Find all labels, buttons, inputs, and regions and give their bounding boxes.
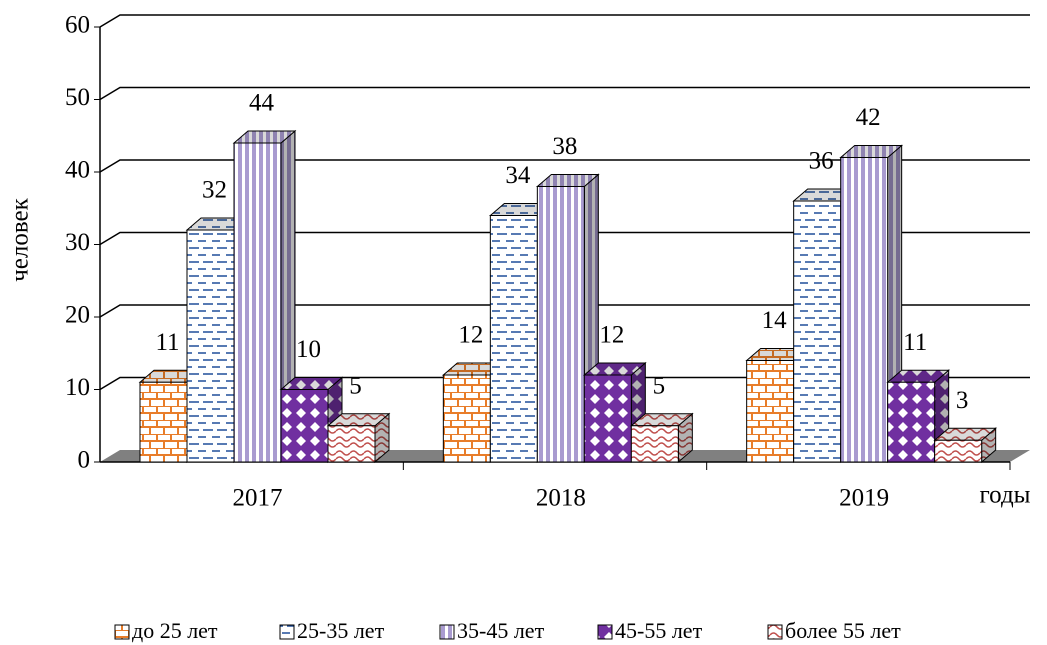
bar — [186, 229, 235, 463]
legend-swatch — [114, 624, 130, 640]
value-label: 10 — [296, 336, 321, 363]
bar — [630, 425, 679, 463]
bar — [233, 142, 282, 463]
grid-line — [99, 14, 1030, 28]
bar-side-shade — [375, 413, 389, 462]
value-label: 14 — [762, 307, 788, 334]
legend-label: 35-45 лет — [457, 618, 545, 643]
y-tick-label: 20 — [65, 302, 90, 329]
legend-label: 25-35 лет — [297, 618, 385, 643]
bar — [583, 374, 632, 463]
bar — [280, 389, 329, 463]
value-label: 36 — [809, 148, 834, 175]
bar-3d — [326, 412, 391, 464]
bar — [139, 381, 188, 463]
legend-swatch — [767, 624, 783, 640]
value-label: 12 — [458, 322, 483, 349]
bar-side-shade — [678, 413, 693, 462]
value-label: 42 — [856, 104, 881, 131]
grid-line — [99, 376, 1030, 391]
x-tick-label: 2017 — [233, 485, 283, 512]
value-label: 38 — [552, 133, 577, 160]
bar — [442, 374, 491, 463]
bar-3d — [933, 427, 998, 464]
value-label: 5 — [653, 372, 666, 399]
x-axis-label: годы — [980, 482, 1031, 509]
bar-top-shade — [934, 428, 996, 441]
value-label: 5 — [349, 372, 362, 399]
grid-line — [99, 86, 1030, 101]
bar — [887, 381, 936, 463]
bar — [536, 186, 585, 463]
value-label: 3 — [956, 387, 969, 414]
y-tick-label: 40 — [65, 157, 90, 184]
bar-top-shade — [328, 413, 389, 426]
y-tick-label: 0 — [78, 447, 91, 474]
y-tick-label: 60 — [65, 12, 90, 39]
bar — [746, 360, 795, 463]
legend-swatch — [439, 624, 455, 640]
bar-top-shade — [631, 413, 693, 426]
bar-3d — [629, 412, 694, 464]
x-tick-label: 2019 — [839, 485, 889, 512]
bar-top-shade — [490, 203, 552, 216]
bar-side-shade — [281, 131, 295, 462]
bar-top-shade — [234, 131, 295, 143]
legend-label: 45-55 лет — [615, 618, 703, 643]
bar-3d — [232, 129, 297, 464]
bar-top-shade — [443, 363, 505, 375]
legend-swatch — [597, 624, 613, 640]
value-label: 12 — [599, 322, 624, 349]
grid-line — [99, 304, 1030, 318]
x-tick-label: 2018 — [536, 485, 586, 512]
grid-line — [99, 231, 1030, 246]
bar-top-shade — [584, 363, 646, 375]
bar-side-shade — [981, 428, 996, 462]
bar-top-shade — [746, 348, 808, 361]
y-tick-label: 30 — [65, 229, 90, 256]
bar-3d — [582, 361, 647, 464]
bar-top-shade — [187, 218, 248, 230]
bar-top-shade — [840, 145, 902, 158]
value-label: 32 — [202, 177, 227, 204]
legend-swatch — [279, 624, 295, 640]
bar-top-shade — [140, 370, 201, 383]
bar — [840, 157, 889, 463]
value-label: 11 — [903, 329, 927, 356]
bar-top-shade — [537, 174, 599, 187]
bar — [489, 215, 538, 463]
y-tick-label: 10 — [65, 374, 90, 401]
legend-label: до 25 лет — [132, 618, 218, 643]
y-tick-label: 50 — [65, 84, 90, 111]
bar — [793, 200, 842, 463]
value-label: 44 — [249, 90, 275, 117]
value-label: 11 — [155, 329, 179, 356]
bar-top-shade — [281, 377, 342, 390]
grid-line — [99, 159, 1030, 173]
bar-top-shade — [793, 189, 855, 201]
bar — [327, 425, 376, 463]
legend-label: более 55 лет — [785, 618, 901, 643]
y-axis-label: человек — [7, 197, 34, 281]
bar-top-shade — [887, 370, 949, 383]
value-label: 34 — [505, 162, 531, 189]
bar — [934, 439, 983, 463]
